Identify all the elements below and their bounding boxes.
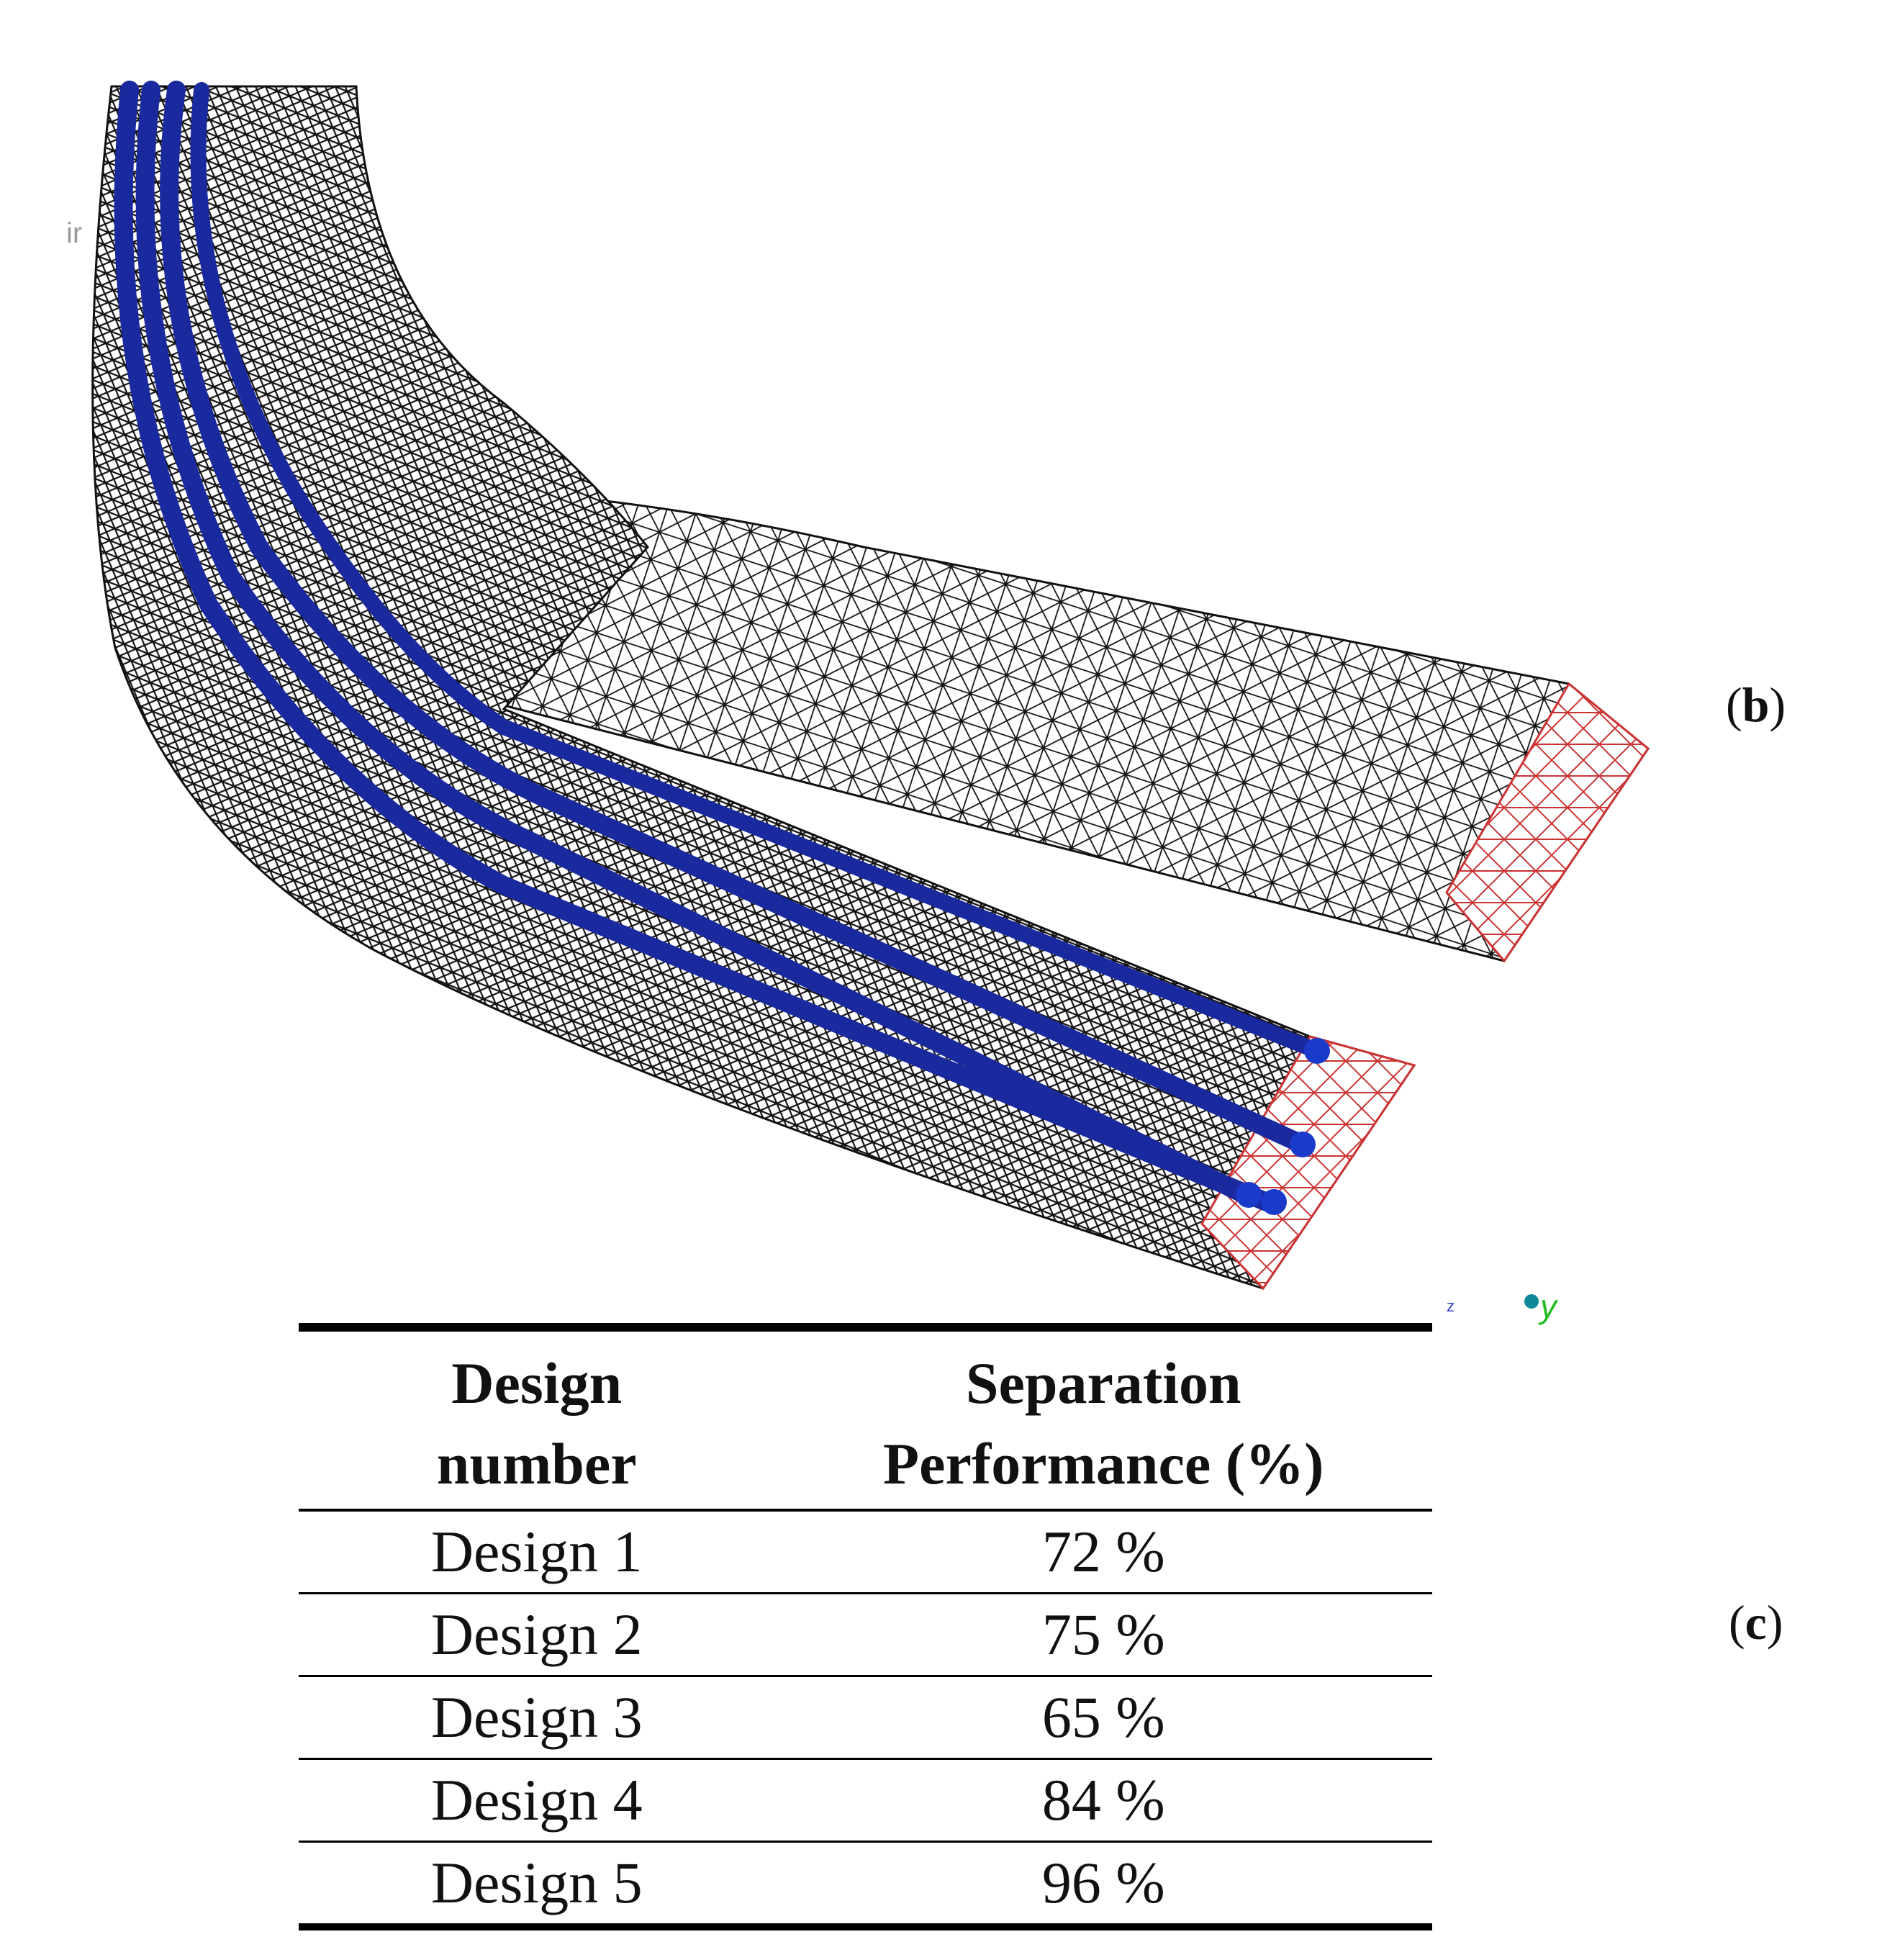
particle-end-3 [1236,1182,1262,1208]
trajectory-3 [135,81,1254,1204]
cropped-text: ir [66,217,83,249]
header-line: number [436,1431,637,1496]
header-design-number: Design number [299,1327,775,1510]
panel-label-c: (c) [1729,1595,1783,1650]
table-row: Design 4 84 % [299,1759,1432,1842]
cell-performance: 65 % [1041,1684,1165,1750]
particle-end-1 [1304,1038,1330,1064]
results-table: Design number Separation Performance (%)… [299,1323,1432,1930]
table-row: Design 5 96 % [299,1842,1432,1927]
trajectory-2 [160,81,1312,1154]
particle-trajectories [114,81,1325,1211]
particle-end-4 [1261,1189,1287,1215]
channel-mesh-illustration [91,81,1650,1291]
cell-performance: 96 % [1041,1850,1165,1915]
table-row: Design 2 75 % [299,1594,1432,1676]
cell-design: Design 4 [430,1767,643,1833]
cell-design: Design 1 [430,1519,643,1584]
particle-endpoints [1236,1038,1330,1215]
table-body: Design 1 72 % Design 2 75 % Design 3 65 … [299,1510,1432,1927]
header-line: Separation [965,1350,1241,1416]
table-row: Design 3 65 % [299,1676,1432,1759]
trajectory-4 [114,81,1276,1211]
axis-origin-icon [1524,1294,1539,1309]
cell-design: Design 3 [430,1684,643,1750]
axis-y-label: y [1540,1288,1557,1325]
panel-label-c-text: c [1745,1595,1767,1650]
header-separation-performance: Separation Performance (%) [775,1327,1433,1510]
cell-design: Design 5 [430,1850,643,1915]
panel-label-b: (b) [1726,677,1786,732]
cell-performance: 84 % [1041,1767,1165,1833]
table-header: Design number Separation Performance (%) [299,1327,1432,1510]
table-row: Design 1 72 % [299,1510,1432,1594]
header-row: Design number Separation Performance (%) [299,1327,1432,1510]
header-line: Design [451,1350,623,1416]
cell-performance: 72 % [1041,1519,1165,1584]
separation-performance-table: Design number Separation Performance (%)… [299,1323,1432,1930]
panel-label-b-text: b [1742,677,1770,732]
lower-outlet-face [1200,1035,1416,1291]
particle-end-2 [1290,1132,1316,1157]
cell-design: Design 2 [430,1602,643,1667]
axis-z-label: z [1447,1297,1455,1315]
main-curved-channel [91,85,1416,1290]
trajectory-1 [190,82,1325,1059]
header-line: Performance (%) [883,1431,1324,1496]
upper-outlet-face [1445,682,1650,963]
cell-performance: 75 % [1041,1602,1165,1667]
